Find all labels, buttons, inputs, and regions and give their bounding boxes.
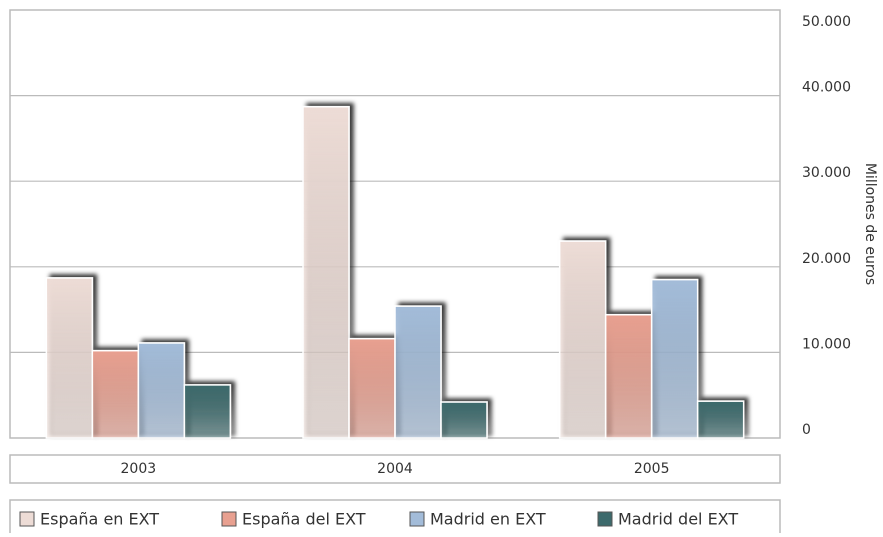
y-tick-label: 0 <box>802 422 811 438</box>
bar <box>440 401 488 439</box>
bar <box>696 400 745 439</box>
legend-swatch <box>409 511 425 527</box>
x-tick-label: 2004 <box>377 461 413 477</box>
y-tick-label: 50.000 <box>802 14 851 30</box>
legend-swatch <box>19 511 35 527</box>
bar <box>302 105 350 439</box>
bar <box>45 277 94 439</box>
y-tick-label: 10.000 <box>802 336 851 352</box>
bar <box>394 305 442 439</box>
legend-label: Madrid en EXT <box>430 510 546 529</box>
legend-swatch <box>221 511 237 527</box>
bar <box>348 337 396 439</box>
y-tick-label: 40.000 <box>802 80 851 96</box>
y-tick-label: 30.000 <box>802 165 851 181</box>
bar <box>183 384 232 439</box>
legend-label: España en EXT <box>40 510 159 529</box>
bar <box>604 313 653 439</box>
bar <box>91 349 140 439</box>
legend-frame <box>9 499 781 537</box>
legend-label: Madrid del EXT <box>618 510 738 529</box>
bar <box>650 278 699 439</box>
y-tick-label: 20.000 <box>802 251 851 267</box>
category-frame <box>9 454 781 484</box>
bar <box>558 240 607 439</box>
x-tick-label: 2003 <box>121 461 157 477</box>
legend-swatch <box>597 511 613 527</box>
legend-label: España del EXT <box>242 510 366 529</box>
bar <box>137 342 186 439</box>
x-tick-label: 2005 <box>634 461 670 477</box>
y-axis-title: Millones de euros <box>862 163 878 285</box>
